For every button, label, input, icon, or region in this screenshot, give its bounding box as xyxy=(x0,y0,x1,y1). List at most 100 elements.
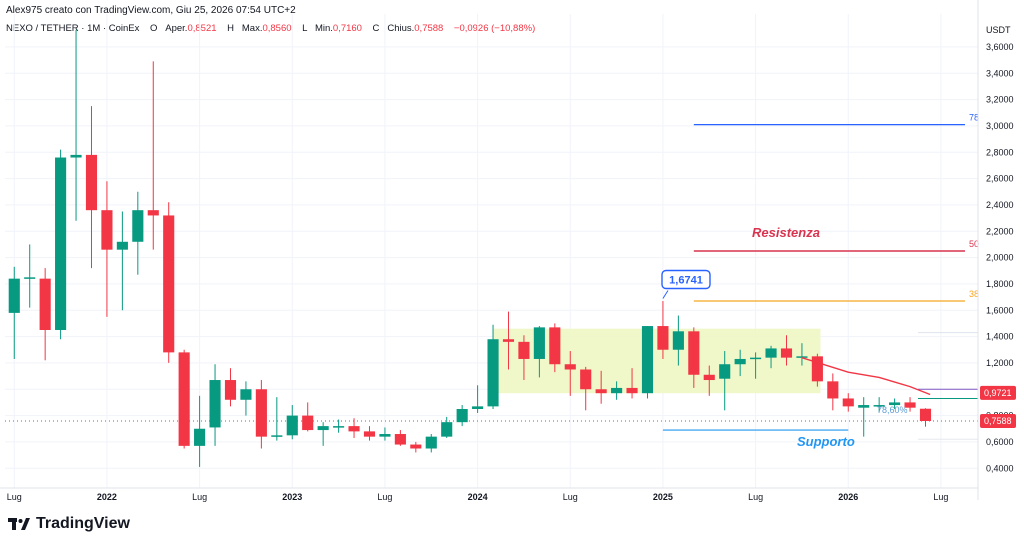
annotations: Resistenza Supporto 78,60% 1,6741 xyxy=(661,225,908,449)
candle-body[interactable] xyxy=(889,402,901,406)
candle-body[interactable] xyxy=(827,381,839,399)
candle-body[interactable] xyxy=(502,339,515,342)
candle-body[interactable] xyxy=(734,358,746,365)
price-tick-label: 2,2000 xyxy=(986,226,1014,236)
time-tick-label: 2025 xyxy=(653,492,673,502)
candle-body[interactable] xyxy=(873,405,885,407)
price-tick-label: 2,0000 xyxy=(986,253,1014,263)
high-callout-text: 1,6741 xyxy=(669,274,703,286)
candle-body[interactable] xyxy=(8,278,20,313)
candle-body[interactable] xyxy=(842,398,854,407)
tradingview-logo-icon xyxy=(8,517,30,531)
candle-body[interactable] xyxy=(580,369,592,390)
candle-body[interactable] xyxy=(487,339,499,407)
time-tick-label: 2026 xyxy=(838,492,858,502)
candle-body[interactable] xyxy=(719,364,731,379)
time-tick-label: Lug xyxy=(748,492,763,502)
candle-body[interactable] xyxy=(626,387,638,394)
author-line: Alex975 creato con TradingView.com, Giu … xyxy=(6,5,296,16)
close-letter: C xyxy=(372,23,380,34)
price-tag-text: 0,7588 xyxy=(984,416,1012,426)
time-axis[interactable]: Lug 2022 Lug 2023 Lug 2024 Lug 2025 Lug 2026 Lug xyxy=(0,487,978,502)
candle-body[interactable] xyxy=(533,327,545,359)
level-label-resistance: 50 xyxy=(969,239,979,249)
candle-body[interactable] xyxy=(55,157,67,330)
price-tick-label: 1,4000 xyxy=(986,332,1014,342)
resistance-label: Resistenza xyxy=(752,225,820,240)
candle-body[interactable] xyxy=(703,374,715,381)
candle-body[interactable] xyxy=(194,428,206,446)
candle-body[interactable] xyxy=(425,436,437,449)
candle-body[interactable] xyxy=(39,278,51,330)
tradingview-logo[interactable]: TradingView xyxy=(8,515,130,533)
candle-body[interactable] xyxy=(271,435,283,437)
candle-body[interactable] xyxy=(641,326,654,394)
candle-body[interactable] xyxy=(147,210,159,216)
time-tick-label: 2024 xyxy=(468,492,488,502)
price-tag-bg xyxy=(980,414,1016,429)
open-letter: O xyxy=(149,23,158,34)
symbol-label[interactable]: NEXO / TETHER · 1M · CoinEx xyxy=(6,23,140,34)
candle-body[interactable] xyxy=(101,210,113,250)
candle-body[interactable] xyxy=(750,357,762,360)
candle-body[interactable] xyxy=(595,389,607,394)
candle-body[interactable] xyxy=(564,364,576,370)
candle-body[interactable] xyxy=(410,444,422,449)
candle-body[interactable] xyxy=(116,241,128,250)
candle-body[interactable] xyxy=(255,389,267,437)
candle-body[interactable] xyxy=(518,341,530,359)
candle-body[interactable] xyxy=(611,387,623,394)
candle-body[interactable] xyxy=(904,402,916,408)
candle-body[interactable] xyxy=(70,154,82,158)
candle-body[interactable] xyxy=(858,405,870,408)
candle-body[interactable] xyxy=(765,348,777,358)
candle-body[interactable] xyxy=(333,426,345,428)
candle-body[interactable] xyxy=(302,415,314,431)
candle-body[interactable] xyxy=(796,356,808,358)
candle-body[interactable] xyxy=(688,331,700,375)
time-tick-label: Lug xyxy=(563,492,578,502)
change-value: −0,0926 (−10,88%) xyxy=(453,23,536,34)
candle-body[interactable] xyxy=(24,277,36,279)
ohlc-legend: NEXO / TETHER · 1M · CoinEx O Aper.0,852… xyxy=(6,23,535,34)
candle-body[interactable] xyxy=(394,434,406,445)
candle-body[interactable] xyxy=(472,406,484,409)
candle-body[interactable] xyxy=(657,326,669,350)
candle-body[interactable] xyxy=(85,154,98,211)
candle-body[interactable] xyxy=(456,409,468,423)
close-label: Chius. xyxy=(387,23,415,34)
candle-body[interactable] xyxy=(441,422,453,437)
price-tick-label: 3,6000 xyxy=(986,42,1014,52)
high-label: Max. xyxy=(241,23,263,34)
candle-body[interactable] xyxy=(672,331,684,350)
candle-body[interactable] xyxy=(178,352,190,446)
low-value: 0,7160 xyxy=(332,23,362,34)
time-tick-label: 2023 xyxy=(282,492,302,502)
candle-body[interactable] xyxy=(286,415,298,436)
candle-body[interactable] xyxy=(224,380,237,400)
high-letter: H xyxy=(227,23,234,34)
candle-body[interactable] xyxy=(348,426,360,432)
close-value: 0,7588 xyxy=(414,23,444,34)
price-axis[interactable]: USDT0,40000,60000,80001,00001,20001,4000… xyxy=(977,0,1016,500)
price-tag-bg xyxy=(980,385,1016,400)
candle-body[interactable] xyxy=(163,215,175,353)
price-tick-label: 2,6000 xyxy=(986,174,1014,184)
candle-body[interactable] xyxy=(811,356,823,382)
low-letter: L xyxy=(302,23,308,34)
callout-box xyxy=(661,269,711,290)
candle-body[interactable] xyxy=(209,380,221,428)
candle-body[interactable] xyxy=(317,426,329,431)
consolidation-rect xyxy=(493,328,821,394)
candle-body[interactable] xyxy=(379,434,391,437)
candle-body[interactable] xyxy=(240,389,252,400)
candles[interactable] xyxy=(8,29,932,467)
candle-body[interactable] xyxy=(363,431,376,437)
open-value: 0,8521 xyxy=(187,23,217,34)
candle-body[interactable] xyxy=(780,348,793,358)
candle-body[interactable] xyxy=(132,210,144,242)
candle-body[interactable] xyxy=(919,408,932,422)
candle-body[interactable] xyxy=(549,327,561,365)
support-label: Supporto xyxy=(797,434,855,449)
